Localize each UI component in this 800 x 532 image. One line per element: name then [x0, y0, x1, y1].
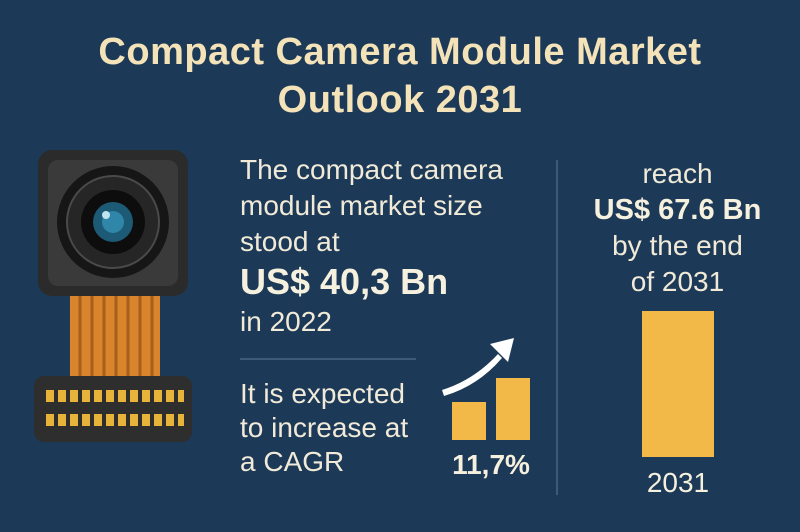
market-size-line-1: The compact camera: [240, 154, 503, 185]
vertical-divider: [556, 160, 558, 495]
growth-bar-small: [452, 402, 486, 440]
trend-arrow-icon: [442, 338, 514, 396]
forecast-bar: [642, 311, 714, 457]
title-line-2: Outlook 2031: [277, 79, 523, 121]
forecast-line-4: of 2031: [630, 266, 725, 297]
forecast-value: US$ 67.6 Bn: [593, 194, 762, 226]
horizontal-divider: [240, 358, 416, 360]
forecast-statement: reach US$ 67.6 Bn by the end of 2031: [565, 156, 790, 300]
growth-bars-icon: [442, 338, 530, 440]
market-size-value: US$ 40,3 Bn: [240, 261, 449, 302]
growth-line-3: a CAGR: [240, 446, 345, 477]
cagr-value: 11,7%: [452, 449, 530, 480]
title-line-1: Compact Camera Module Market: [98, 31, 702, 73]
growth-statement: It is expected to increase at a CAGR: [240, 377, 440, 479]
market-size-line-2: module market size: [240, 190, 483, 221]
camera-module-icon: [34, 150, 192, 442]
growth-line-1: It is expected: [240, 378, 405, 409]
forecast-line-1: reach: [642, 158, 713, 189]
market-size-year: in 2022: [240, 306, 332, 337]
market-size-statement: The compact camera module market size st…: [240, 152, 550, 340]
growth-bar-large: [496, 378, 530, 440]
forecast-year-label: 2031: [646, 467, 710, 498]
market-size-line-3: stood at: [240, 226, 340, 257]
growth-line-2: to increase at: [240, 412, 409, 443]
forecast-line-3: by the end: [612, 230, 743, 261]
page-title: Compact Camera Module Market Outlook 203…: [0, 28, 800, 124]
